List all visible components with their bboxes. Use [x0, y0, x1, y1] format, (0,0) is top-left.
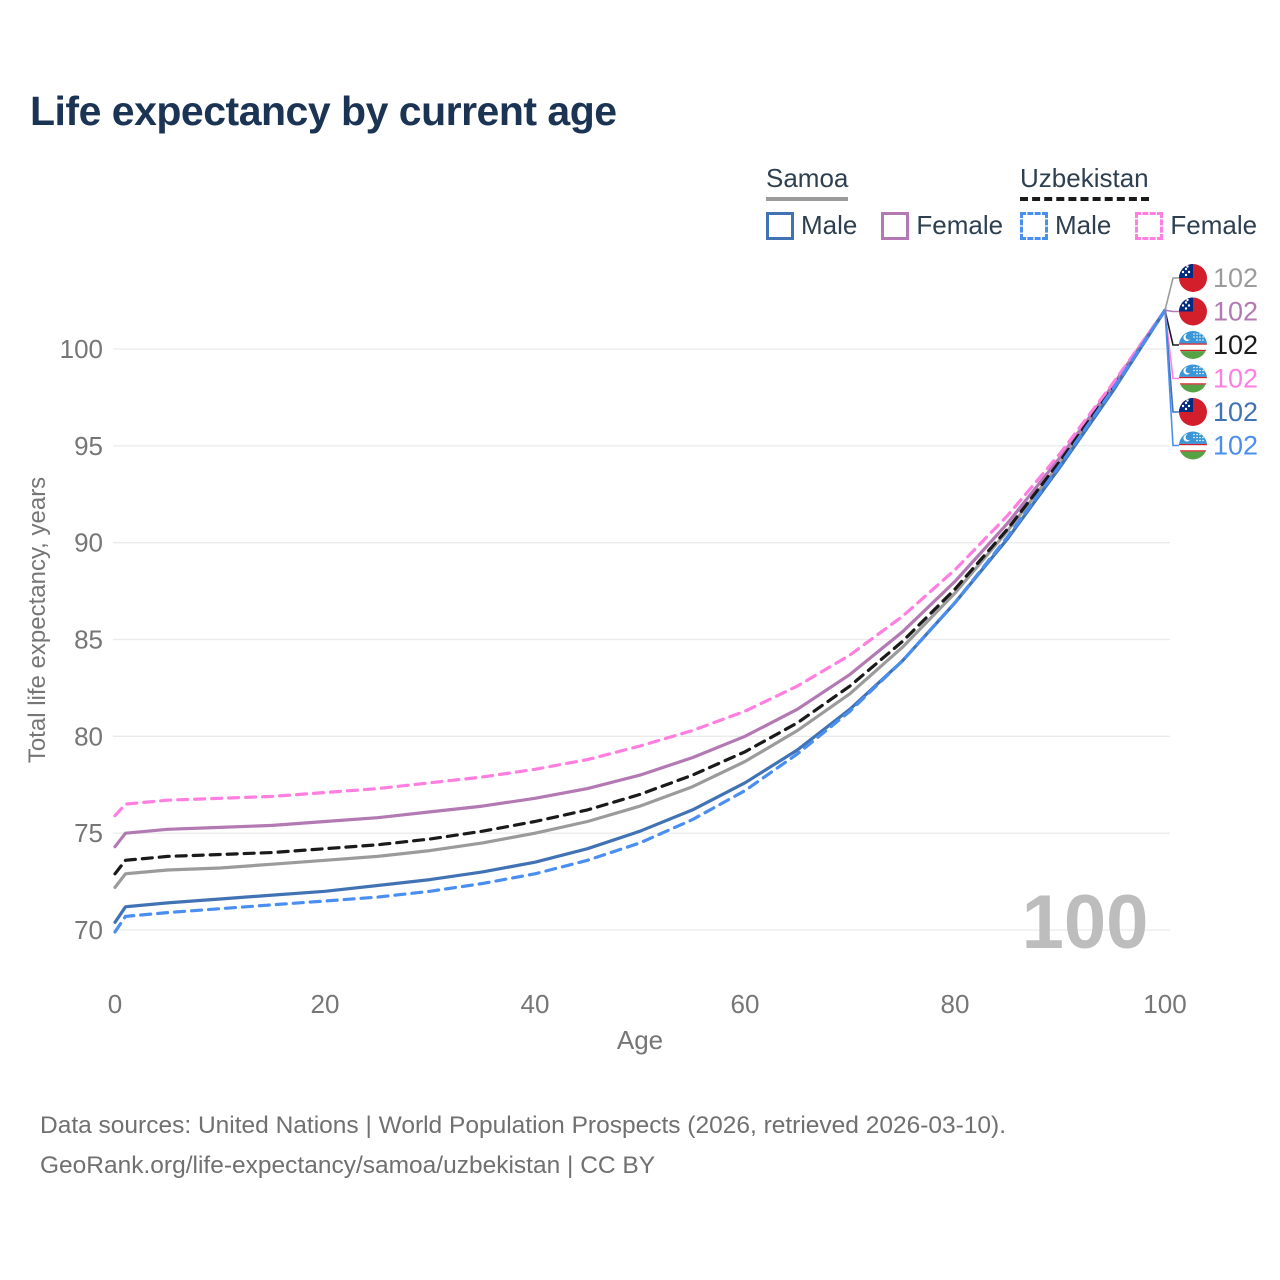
- uzbekistan-flag-icon: [1179, 431, 1207, 460]
- y-axis-title: Total life expectancy, years: [24, 477, 51, 763]
- uzbekistan-male-swatch-icon[interactable]: [1020, 211, 1048, 240]
- legend-samoa-title[interactable]: Samoa: [766, 163, 849, 201]
- y-tick-label-85: 85: [74, 625, 103, 655]
- series-line-uzbekistan-total[interactable]: [113, 308, 1167, 876]
- uzbekistan-female-swatch-icon[interactable]: [1135, 211, 1164, 240]
- samoa-flag-icon: [1179, 297, 1207, 326]
- footer-data-sources: Data sources: United Nations | World Pop…: [40, 1112, 1007, 1139]
- end-label-value-uzbekistan-female[interactable]: 102: [1213, 364, 1258, 394]
- x-tick-label-0: 0: [108, 989, 122, 1019]
- end-label-value-samoa-female[interactable]: 102: [1213, 297, 1258, 327]
- series-line-uzbekistan-female[interactable]: [113, 308, 1167, 818]
- end-label-value-samoa-total[interactable]: 102: [1213, 263, 1258, 293]
- samoa-female-label[interactable]: Female: [916, 210, 1004, 240]
- watermark-age-100: 100: [1022, 880, 1149, 965]
- series-line-samoa-female[interactable]: [113, 308, 1167, 849]
- leader-line-uzbekistan-male: [1164, 310, 1179, 447]
- samoa-male-swatch-icon[interactable]: [766, 211, 794, 240]
- leader-line-uzbekistan-female: [1164, 310, 1179, 380]
- uzbekistan-female-label[interactable]: Female: [1170, 210, 1258, 240]
- samoa-flag-icon: [1179, 398, 1207, 426]
- page-title: Life expectancy by current age: [30, 88, 617, 134]
- legend-uzbekistan-title[interactable]: Uzbekistan: [1020, 163, 1149, 201]
- uzbekistan-flag-icon: [1179, 331, 1207, 359]
- y-tick-label-95: 95: [74, 431, 103, 461]
- series-line-samoa-total[interactable]: [113, 308, 1167, 890]
- y-tick-label-80: 80: [74, 721, 103, 751]
- y-tick-label-100: 100: [60, 334, 103, 364]
- leader-line-uzbekistan-total: [1164, 310, 1179, 346]
- end-label-value-uzbekistan-male[interactable]: 102: [1213, 431, 1258, 461]
- x-axis-title: Age: [617, 1025, 663, 1055]
- y-tick-label-90: 90: [74, 528, 103, 558]
- series-line-uzbekistan-male[interactable]: [113, 308, 1167, 934]
- uzbekistan-male-label[interactable]: Male: [1055, 210, 1112, 240]
- samoa-female-swatch-icon[interactable]: [881, 211, 910, 240]
- x-tick-label-20: 20: [311, 989, 340, 1019]
- samoa-male-label[interactable]: Male: [801, 210, 858, 240]
- series-line-samoa-male[interactable]: [113, 308, 1167, 924]
- footer: Data sources: United Nations | World Pop…: [40, 1106, 1006, 1186]
- x-tick-label-60: 60: [731, 989, 760, 1019]
- x-tick-label-80: 80: [941, 989, 970, 1019]
- leader-line-samoa-total: [1164, 277, 1179, 311]
- x-tick-label-100: 100: [1143, 989, 1186, 1019]
- end-label-value-samoa-male[interactable]: 102: [1213, 397, 1258, 427]
- legend-group-uzbekistan: Uzbekistan Male Female: [1020, 163, 1257, 241]
- samoa-flag-icon: [1179, 264, 1207, 292]
- legend-group-samoa: Samoa Male Female: [766, 163, 1003, 241]
- y-tick-label-70: 70: [74, 915, 103, 945]
- leader-line-samoa-female: [1164, 309, 1179, 313]
- footer-attribution: GeoRank.org/life-expectancy/samoa/uzbeki…: [40, 1152, 656, 1179]
- end-label-value-uzbekistan-total[interactable]: 102: [1213, 330, 1258, 360]
- y-tick-label-75: 75: [74, 818, 103, 848]
- x-tick-label-40: 40: [521, 989, 550, 1019]
- uzbekistan-flag-icon: [1179, 364, 1207, 393]
